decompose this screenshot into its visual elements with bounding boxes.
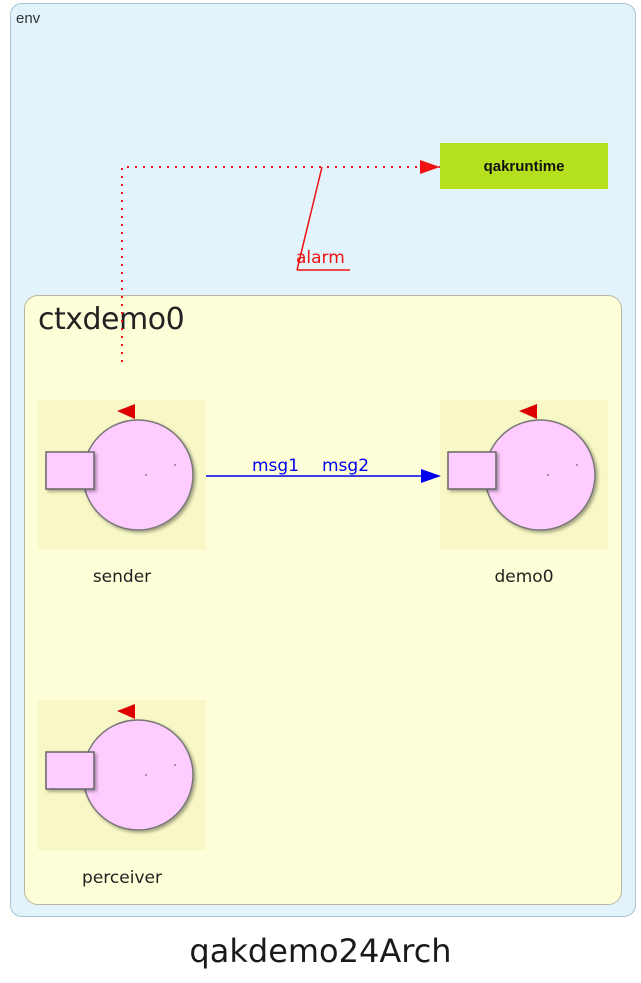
actor-icon: [45, 704, 194, 831]
edge-alarm[interactable]: alarm: [121, 160, 440, 362]
edge-label-msg1: msg1: [252, 456, 299, 476]
env-label: env: [16, 10, 41, 27]
external-actor-qakruntime[interactable]: qakruntime: [440, 143, 608, 189]
arrowhead-icon: [421, 469, 441, 483]
context-label: ctxdemo0: [38, 302, 185, 337]
diagram-title: qakdemo24Arch: [189, 932, 452, 970]
actor-demo0[interactable]: [440, 400, 608, 550]
actor-icon: [447, 404, 596, 531]
arrowhead-icon: [420, 160, 440, 174]
actor-label-demo0: demo0: [494, 567, 554, 587]
edge-label-msg2: msg2: [322, 456, 369, 476]
actor-label-sender: sender: [92, 567, 152, 587]
external-actor-label: qakruntime: [483, 157, 565, 175]
actor-perceiver[interactable]: [38, 700, 206, 850]
actor-label-perceiver: perceiver: [82, 868, 162, 888]
edge-label-alarm: alarm: [296, 248, 345, 268]
actor-sender[interactable]: [38, 400, 206, 550]
edge-msg[interactable]: msg1 msg2: [206, 456, 441, 483]
actor-icon: [45, 404, 194, 531]
